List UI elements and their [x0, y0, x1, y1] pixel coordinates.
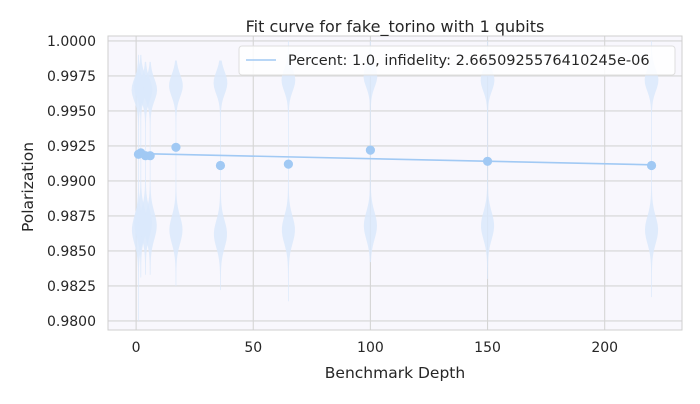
y-tick-label-2: 0.9850 — [47, 244, 96, 260]
x-axis-label: Benchmark Depth — [325, 364, 465, 382]
ticks: 0 50 100 150 200 0.9800 0.9825 0.9850 0.9875 0.99… — [47, 34, 618, 356]
violin-0 — [131, 54, 146, 321]
violin-4 — [169, 60, 183, 286]
y-axis-label: Polarization — [19, 142, 37, 232]
legend-label: Percent: 1.0, infidelity: 2.665092557641… — [288, 53, 650, 69]
data-point-9 — [646, 160, 657, 171]
x-tick-label-0: 0 — [132, 340, 141, 356]
data-point-3 — [145, 151, 155, 161]
y-tick-label-8: 1.0000 — [47, 34, 96, 50]
series — [133, 142, 657, 171]
plot-area — [108, 36, 682, 330]
y-tick-label-6: 0.9950 — [47, 104, 96, 120]
y-tick-label-1: 0.9825 — [47, 279, 96, 295]
x-tick-label-1: 50 — [244, 340, 262, 356]
data-point-4 — [171, 142, 181, 152]
x-tick-label-3: 150 — [474, 340, 501, 356]
y-tick-label-0: 0.9800 — [47, 314, 96, 330]
data-point-6 — [283, 159, 293, 169]
y-tick-label-3: 0.9875 — [47, 209, 96, 225]
fit-line — [138, 152, 652, 166]
legend: Percent: 1.0, infidelity: 2.665092557641… — [238, 45, 676, 76]
x-tick-label-4: 200 — [591, 340, 618, 356]
y-tick-label-7: 0.9975 — [47, 69, 96, 85]
chart-title: Fit curve for fake_torino with 1 qubits — [246, 17, 545, 37]
legend-box — [238, 45, 676, 76]
x-tick-label-2: 100 — [357, 340, 384, 356]
y-tick-label-5: 0.9925 — [47, 139, 96, 155]
violin-3 — [143, 61, 158, 275]
data-point-7 — [365, 145, 375, 155]
data-point-5 — [215, 160, 226, 171]
violin-6 — [281, 40, 296, 302]
y-tick-label-4: 0.9900 — [47, 174, 96, 190]
plot-frame — [107, 35, 683, 331]
data-point-8 — [482, 156, 493, 166]
violin-5 — [213, 60, 228, 291]
